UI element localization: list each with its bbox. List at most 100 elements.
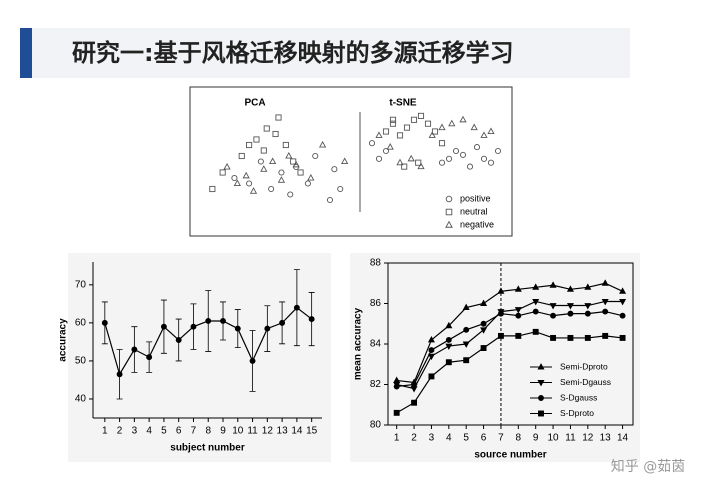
- point: [537, 380, 545, 387]
- point: [566, 303, 574, 310]
- point: [209, 185, 216, 193]
- point: [537, 363, 545, 370]
- point: [297, 169, 304, 176]
- x-tick-label: 12: [262, 426, 274, 437]
- point: [445, 155, 453, 162]
- x-axis-label: source number: [474, 450, 546, 461]
- point: [480, 155, 488, 162]
- point: [550, 334, 557, 341]
- point: [584, 283, 592, 290]
- scatter-frame: [189, 86, 513, 237]
- x-tick-label: 11: [247, 426, 258, 437]
- point: [567, 334, 574, 341]
- point: [438, 159, 446, 166]
- point: [382, 128, 390, 135]
- x-tick-label: 12: [582, 433, 594, 444]
- x-tick-label: 9: [220, 426, 226, 437]
- point: [268, 157, 277, 165]
- point: [549, 281, 557, 288]
- point: [160, 323, 167, 330]
- y-tick-label: 82: [370, 379, 382, 390]
- point: [515, 312, 522, 319]
- point: [459, 151, 467, 158]
- point: [231, 174, 238, 182]
- point: [601, 279, 609, 286]
- point: [223, 162, 231, 170]
- point: [264, 325, 271, 332]
- x-tick-label: 9: [533, 433, 539, 444]
- point: [567, 310, 574, 317]
- point: [407, 154, 415, 162]
- x-tick-label: 5: [161, 426, 167, 437]
- point: [514, 307, 522, 314]
- point: [480, 299, 488, 306]
- point: [190, 323, 197, 330]
- point: [396, 158, 404, 166]
- point: [341, 157, 349, 165]
- point: [462, 303, 470, 310]
- point: [116, 371, 123, 378]
- point: [463, 326, 470, 333]
- point: [448, 119, 456, 127]
- point: [393, 409, 400, 416]
- y-tick-label: 88: [370, 258, 382, 269]
- point: [375, 131, 383, 138]
- point: [494, 147, 502, 155]
- point: [584, 310, 591, 317]
- point: [427, 353, 435, 361]
- point: [470, 123, 478, 131]
- legend-label: S-Dproto: [560, 408, 594, 418]
- x-tick-label: 6: [176, 426, 182, 437]
- y-tick-label: 70: [75, 279, 87, 290]
- legend-label: Semi-Dgauss: [560, 377, 611, 387]
- point: [497, 310, 504, 317]
- y-tick-label: 50: [75, 356, 87, 367]
- point: [403, 124, 411, 131]
- point: [438, 123, 446, 131]
- point: [415, 159, 422, 166]
- x-tick-label: 3: [132, 426, 138, 437]
- point: [411, 381, 418, 388]
- y-tick-label: 40: [75, 394, 87, 405]
- point: [275, 114, 282, 121]
- y-tick-label: 86: [370, 298, 382, 309]
- point: [279, 319, 286, 326]
- point: [389, 120, 397, 127]
- point: [532, 299, 540, 306]
- point: [445, 220, 453, 228]
- point: [514, 285, 522, 292]
- point: [368, 140, 376, 147]
- point: [278, 169, 285, 176]
- point: [532, 283, 540, 290]
- point: [428, 347, 435, 354]
- slide-title: 研究一:基于风格迁移映射的多源迁移学习: [72, 39, 514, 67]
- point: [619, 312, 626, 319]
- point: [473, 144, 481, 151]
- x-tick-label: 15: [306, 426, 318, 437]
- point: [480, 131, 488, 138]
- panel-title: t-SNE: [389, 98, 417, 109]
- x-tick-label: 1: [394, 433, 400, 444]
- chart-bg: [68, 253, 331, 462]
- point: [459, 115, 467, 123]
- point: [287, 191, 294, 198]
- point: [463, 357, 470, 364]
- point: [253, 136, 260, 143]
- point: [411, 399, 418, 406]
- point: [445, 321, 453, 329]
- point: [445, 343, 453, 350]
- point: [396, 132, 404, 139]
- legend-label: negative: [460, 219, 494, 229]
- point: [487, 127, 495, 135]
- x-tick-label: 5: [463, 433, 469, 444]
- point: [428, 131, 436, 138]
- x-axis-label: subject number: [170, 443, 245, 454]
- point: [205, 318, 212, 324]
- point: [234, 325, 241, 332]
- x-tick-label: 6: [481, 433, 487, 444]
- y-tick-label: 60: [75, 318, 87, 329]
- panel-title: PCA: [244, 98, 265, 109]
- point: [445, 337, 452, 343]
- x-tick-label: 4: [146, 426, 152, 437]
